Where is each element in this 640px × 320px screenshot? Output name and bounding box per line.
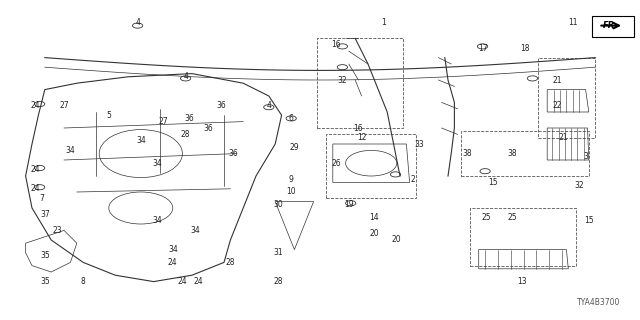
Text: 22: 22 [552, 101, 561, 110]
Text: 3: 3 [583, 152, 588, 161]
Text: 25: 25 [507, 213, 517, 222]
Text: 37: 37 [40, 210, 50, 219]
Text: 27: 27 [59, 101, 69, 110]
Text: 4: 4 [183, 72, 188, 81]
Text: 25: 25 [481, 213, 492, 222]
Text: 36: 36 [203, 124, 213, 132]
Text: 38: 38 [507, 149, 517, 158]
Text: 15: 15 [488, 178, 498, 187]
Text: 28: 28 [181, 130, 190, 139]
Text: 17: 17 [478, 44, 488, 52]
Text: 16: 16 [331, 40, 341, 49]
Text: 4: 4 [266, 101, 271, 110]
Text: 13: 13 [516, 277, 527, 286]
Text: 4: 4 [135, 18, 140, 27]
Text: 34: 34 [136, 136, 146, 145]
Text: 15: 15 [584, 216, 594, 225]
Text: 26: 26 [331, 159, 341, 168]
Text: 11: 11 [568, 18, 577, 27]
Bar [326, 134, 416, 198]
Text: 24: 24 [177, 277, 188, 286]
Text: 16: 16 [353, 124, 364, 132]
Text: 1: 1 [381, 18, 387, 27]
Text: 34: 34 [65, 146, 76, 155]
Text: 24: 24 [30, 101, 40, 110]
Text: 18: 18 [520, 44, 529, 52]
Text: 34: 34 [168, 245, 178, 254]
Text: 30: 30 [273, 200, 284, 209]
Text: 34: 34 [152, 216, 162, 225]
Text: 20: 20 [392, 236, 402, 244]
Text: 8: 8 [81, 277, 86, 286]
Text: 35: 35 [40, 252, 50, 260]
Text: 7: 7 [39, 194, 44, 203]
Text: 6: 6 [289, 114, 294, 123]
Text: 32: 32 [574, 181, 584, 190]
Text: 29: 29 [289, 143, 300, 152]
Text: 36: 36 [228, 149, 239, 158]
Text: 31: 31 [273, 248, 284, 257]
Bar [470, 208, 576, 266]
Bar [592, 16, 634, 37]
Text: 10: 10 [286, 188, 296, 196]
Text: 19: 19 [344, 200, 354, 209]
Text: 34: 34 [190, 226, 200, 235]
Text: 20: 20 [369, 229, 380, 238]
Bar [461, 131, 589, 176]
Text: 38: 38 [462, 149, 472, 158]
Text: TYA4B3700: TYA4B3700 [577, 298, 621, 307]
Text: 21: 21 [552, 76, 561, 84]
Text: FR.: FR. [603, 21, 618, 30]
Bar [317, 38, 403, 128]
Text: 36: 36 [216, 101, 226, 110]
Text: 24: 24 [30, 184, 40, 193]
Text: 5: 5 [106, 111, 111, 120]
Text: 2: 2 [410, 175, 415, 184]
Text: 27: 27 [158, 117, 168, 126]
Text: 35: 35 [40, 277, 50, 286]
Text: 12: 12 [357, 133, 366, 142]
Text: 33: 33 [414, 140, 424, 148]
Text: 28: 28 [274, 277, 283, 286]
Text: 36: 36 [184, 114, 194, 123]
Text: 34: 34 [152, 159, 162, 168]
Text: 9: 9 [289, 175, 294, 184]
Text: 14: 14 [369, 213, 380, 222]
Text: 21: 21 [559, 133, 568, 142]
Text: 32: 32 [337, 76, 348, 84]
Text: 23: 23 [52, 226, 63, 235]
Text: 28: 28 [226, 258, 235, 267]
Text: 24: 24 [30, 165, 40, 174]
Text: 24: 24 [193, 277, 204, 286]
Text: 24: 24 [168, 258, 178, 267]
Bar [538, 58, 595, 138]
